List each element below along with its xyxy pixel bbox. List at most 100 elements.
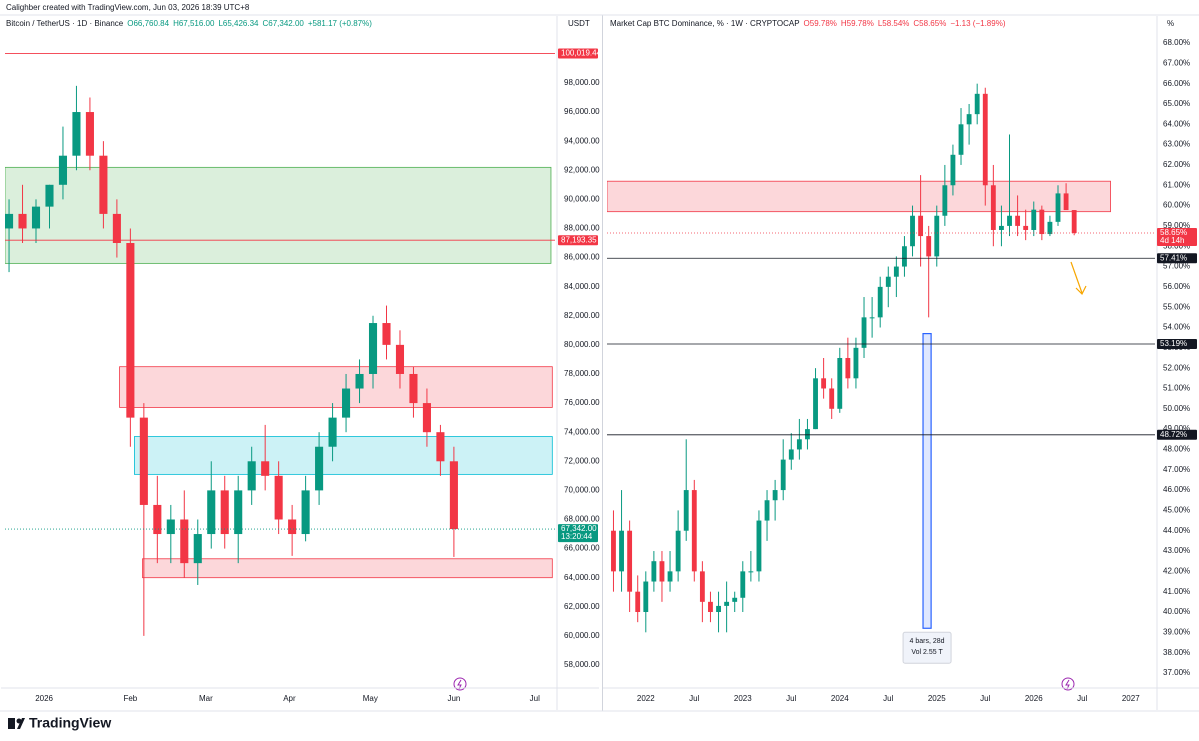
y-tick-label: 60.00% — [1163, 201, 1190, 210]
candle-body — [918, 215, 924, 237]
candle-body — [193, 534, 202, 564]
y-tick-label: 55.00% — [1163, 302, 1190, 311]
zone — [119, 366, 553, 408]
candle-body — [315, 446, 324, 491]
logo-text: TradingView — [29, 715, 111, 731]
candle-body — [748, 571, 754, 573]
candle-body — [643, 581, 649, 613]
event-icon-bolt — [1065, 679, 1070, 690]
y-tick-label: 43.00% — [1163, 546, 1190, 555]
price-tag — [1157, 338, 1197, 349]
x-tick-label: 2025 — [928, 694, 946, 703]
y-tick-label: 56.00% — [1163, 282, 1190, 291]
candle-body — [813, 378, 818, 430]
x-tick-label: Jun — [447, 694, 460, 703]
y-tick-label: 45.00% — [1163, 506, 1190, 515]
candle-body — [261, 461, 270, 476]
x-tick-label: Jul — [689, 694, 699, 703]
price-tag-countdown: 13:20:44 — [561, 532, 593, 541]
candle-body — [869, 317, 875, 319]
x-tick-label: May — [363, 694, 378, 703]
candle-body — [675, 530, 681, 572]
candle-body — [829, 388, 835, 409]
candle-body — [1039, 209, 1045, 235]
legend: Market Cap BTC Dominance, % · 1W · CRYPT… — [610, 19, 1006, 28]
price-tag-countdown: 4d 14h — [1160, 236, 1184, 245]
chart-title: Market Cap BTC Dominance, % · 1W · CRYPT… — [610, 19, 800, 28]
legend-value: C67,342.00 — [262, 19, 304, 28]
y-tick-label: 64,000.00 — [564, 573, 600, 582]
zone — [5, 166, 552, 264]
candle-body — [234, 490, 243, 535]
zone — [134, 436, 553, 475]
candle-body — [395, 344, 405, 374]
candle-body — [950, 154, 956, 186]
x-tick-label: 2026 — [35, 694, 53, 703]
candle-body — [449, 461, 458, 530]
y-tick-label: 65.00% — [1163, 99, 1190, 108]
candle-body — [716, 605, 721, 613]
y-tick-label: 68,000.00 — [564, 515, 600, 524]
candle-body — [1071, 210, 1077, 234]
y-tick-label: 39.00% — [1163, 627, 1190, 636]
price-tag-label: 53.19% — [1160, 339, 1187, 348]
plot-area — [607, 83, 1111, 633]
y-tick-label: 57.00% — [1163, 262, 1190, 271]
candle-body — [1015, 215, 1021, 226]
price-tag-label: 67,342.00 — [561, 524, 597, 533]
candle-body — [58, 155, 68, 185]
measure-label-box — [902, 631, 952, 664]
y-tick-label: 76,000.00 — [564, 398, 600, 407]
candle-body — [958, 124, 964, 155]
candle-body — [732, 597, 738, 602]
y-tick-label: 63.00% — [1163, 140, 1190, 149]
candle-body — [982, 93, 988, 186]
candle-body — [72, 112, 81, 156]
y-tick-label: 46.00% — [1163, 485, 1190, 494]
candle-body — [821, 378, 827, 389]
candle-body — [126, 243, 135, 418]
currency: USDT — [568, 19, 590, 28]
candle-body — [699, 571, 705, 602]
candle-body — [902, 246, 907, 267]
candle-body — [153, 504, 162, 535]
event-icon[interactable] — [1061, 677, 1075, 691]
y-tick-label: 60,000.00 — [564, 631, 600, 640]
candle-body — [691, 490, 697, 572]
candle-body — [974, 93, 980, 115]
event-icon[interactable] — [453, 677, 467, 691]
candle-body — [85, 112, 94, 156]
arrow-head — [1075, 285, 1087, 296]
chart-title: Bitcoin / TetherUS · 1D · Binance — [6, 19, 124, 28]
candle-body — [1023, 225, 1029, 230]
y-tick-label: 50.00% — [1163, 404, 1190, 413]
y-tick-label: 80,000.00 — [564, 340, 600, 349]
y-tick-label: 92,000.00 — [564, 165, 600, 174]
candle-body — [274, 475, 283, 520]
y-tick-label: 96,000.00 — [564, 107, 600, 116]
candle-body — [780, 459, 786, 491]
candle-body — [436, 432, 445, 462]
y-tick-label: 66,000.00 — [564, 544, 600, 553]
candle-body — [708, 601, 713, 613]
candle-body — [788, 449, 794, 460]
event-icon-bolt — [457, 679, 462, 690]
candle-body — [1047, 221, 1053, 235]
legend-value: +581.17 (+0.87%) — [308, 19, 372, 28]
x-tick-label: 2022 — [637, 694, 655, 703]
x-tick-label: Feb — [123, 694, 137, 703]
candle-body — [611, 530, 616, 572]
price-tag — [1157, 429, 1197, 440]
candle-body — [845, 357, 851, 379]
y-tick-label: 66.00% — [1163, 79, 1190, 88]
candle-body — [926, 236, 932, 257]
candle-body — [220, 490, 229, 535]
zone — [142, 558, 553, 579]
y-tick-label: 59.00% — [1163, 221, 1190, 230]
legend-value: H67,516.00 — [173, 19, 215, 28]
x-tick-label: 2027 — [1122, 694, 1140, 703]
candle-body — [301, 490, 310, 535]
